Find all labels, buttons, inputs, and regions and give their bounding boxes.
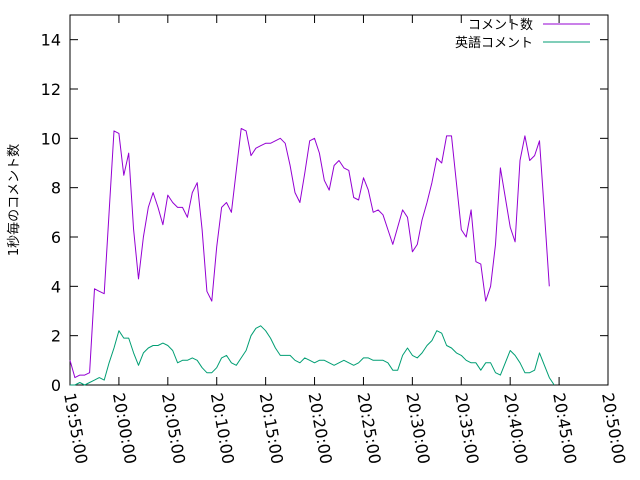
x-tick-label: 20:30:00 bbox=[402, 391, 433, 465]
legend-label-total-comments: コメント数 bbox=[468, 18, 533, 33]
y-axis: 0 2 4 6 8 10 12 14 bbox=[41, 31, 608, 395]
x-tick-label: 20:10:00 bbox=[207, 391, 238, 465]
y-tick-label: 0 bbox=[51, 376, 61, 395]
x-tick-label: 20:00:00 bbox=[109, 391, 140, 465]
y-tick-label: 4 bbox=[51, 277, 61, 296]
x-tick-label: 20:15:00 bbox=[256, 391, 287, 465]
x-tick-label: 20:25:00 bbox=[354, 391, 385, 465]
x-tick-label: 20:45:00 bbox=[549, 391, 580, 465]
x-tick-label: 20:40:00 bbox=[500, 391, 531, 465]
x-tick-label: 20:50:00 bbox=[598, 391, 629, 465]
x-axis: 19:55:00 20:00:00 20:05:00 20:10:00 20:15:00… bbox=[60, 15, 629, 465]
x-tick-label: 19:55:00 bbox=[60, 391, 91, 465]
legend: コメント数 英語コメント bbox=[455, 18, 590, 51]
x-tick-label: 20:20:00 bbox=[305, 391, 336, 465]
legend-label-english-comments: 英語コメント bbox=[455, 35, 533, 51]
plot-frame bbox=[69, 14, 609, 386]
y-axis-label: 1秒毎のコメント数 bbox=[6, 144, 22, 256]
y-tick-label: 6 bbox=[51, 228, 61, 247]
x-tick-label: 20:05:00 bbox=[158, 391, 189, 465]
y-tick-label: 12 bbox=[41, 80, 61, 99]
y-tick-label: 10 bbox=[41, 129, 61, 148]
y-tick-label: 8 bbox=[51, 179, 61, 198]
x-tick-label: 20:35:00 bbox=[451, 391, 482, 465]
series-layer bbox=[69, 128, 555, 386]
y-tick-label: 14 bbox=[41, 31, 61, 50]
series-line-total-comments bbox=[69, 128, 550, 379]
plot-border bbox=[69, 14, 609, 386]
series-line-english-comments bbox=[70, 325, 555, 386]
y-tick-label: 2 bbox=[51, 327, 61, 346]
